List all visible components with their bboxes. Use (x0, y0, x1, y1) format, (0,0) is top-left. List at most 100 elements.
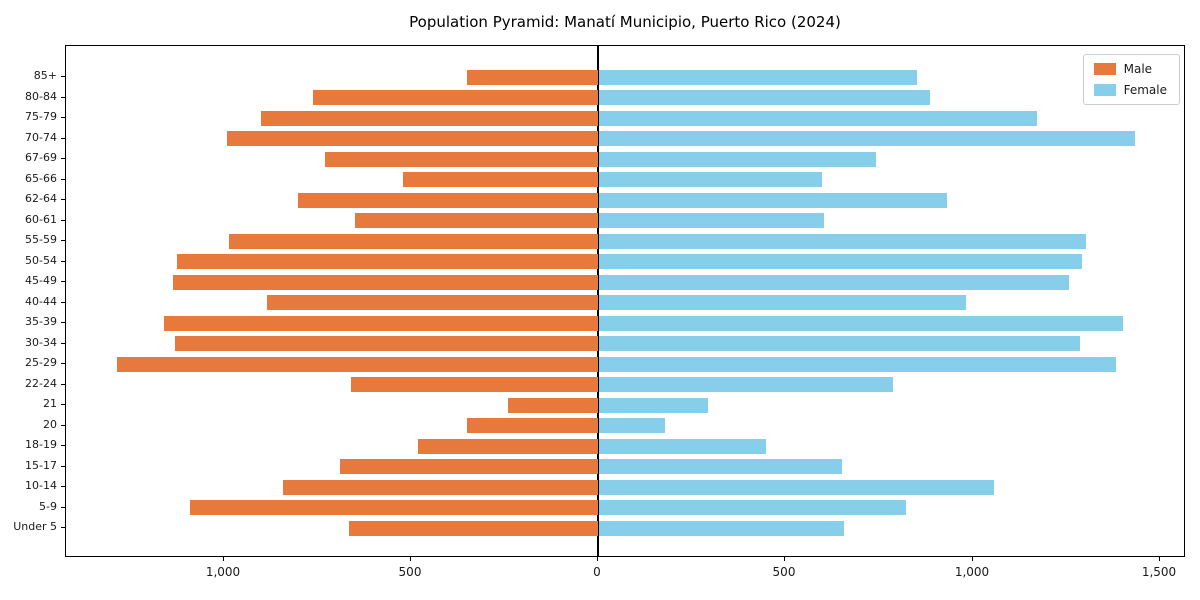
bar-female-70-74 (599, 131, 1135, 146)
bar-male-15-17 (340, 459, 598, 474)
bar-male-18-19 (418, 438, 598, 454)
bar-female-Under 5 (599, 520, 844, 536)
x-tick-mark (784, 557, 785, 561)
y-tick-mark (61, 137, 65, 139)
y-tick-label: 22-24 (25, 376, 57, 390)
bar-male-50-54 (177, 254, 598, 269)
y-tick-mark (61, 445, 65, 446)
y-tick-mark (61, 301, 65, 303)
y-tick-label: 20 (43, 417, 57, 431)
y-tick-mark (61, 322, 65, 323)
chart-title: Population Pyramid: Manatí Municipio, Pu… (409, 13, 841, 31)
legend-label-male: Male (1123, 62, 1153, 76)
y-tick-label: 45-49 (25, 274, 57, 287)
y-tick-mark (61, 96, 65, 98)
y-tick-mark (61, 117, 65, 118)
y-tick-mark (61, 383, 65, 385)
male-swatch-icon (1093, 63, 1116, 75)
legend: Male Female (1082, 54, 1180, 105)
legend-item-male: Male (1093, 62, 1167, 76)
bar-female-67-69 (599, 151, 876, 167)
y-tick-label: 65-66 (25, 171, 57, 185)
x-tick-label: 1,000 (954, 565, 990, 579)
bar-female-35-39 (599, 315, 1123, 331)
y-tick-label: 85+ (33, 69, 57, 82)
bar-female-85+ (599, 69, 917, 85)
bar-female-15-17 (599, 459, 842, 474)
bar-male-10-14 (283, 479, 598, 495)
y-tick-label: 62-64 (25, 192, 57, 205)
y-tick-mark (61, 527, 65, 528)
bar-male-45-49 (173, 274, 598, 290)
y-tick-label: 25-29 (25, 356, 57, 369)
y-tick-mark (61, 424, 65, 426)
y-tick-label: 40-44 (25, 294, 57, 308)
female-swatch-icon (1093, 84, 1116, 96)
y-tick-label: 75-79 (25, 110, 57, 123)
y-tick-label: 5-9 (39, 499, 57, 513)
y-tick-label: 21 (43, 397, 57, 410)
x-tick-label: 1,000 (205, 565, 241, 579)
bar-female-21 (599, 397, 708, 413)
bar-male-62-64 (298, 192, 598, 208)
y-tick-mark (61, 219, 65, 221)
bar-female-50-54 (599, 254, 1082, 269)
y-tick-mark (61, 260, 65, 262)
bar-male-70-74 (227, 131, 598, 146)
y-tick-mark (61, 76, 65, 77)
x-tick-mark (972, 557, 973, 561)
y-tick-label: 30-34 (25, 335, 57, 349)
y-tick-label: 35-39 (25, 315, 57, 328)
bar-male-30-34 (175, 336, 598, 351)
x-tick-mark (1159, 557, 1160, 561)
bar-female-65-66 (599, 172, 822, 187)
y-tick-label: 15-17 (25, 458, 57, 472)
y-tick-mark (61, 404, 65, 405)
y-tick-mark (61, 240, 65, 241)
bar-male-Under 5 (349, 520, 598, 536)
bar-male-35-39 (164, 315, 598, 331)
bar-male-85+ (467, 69, 598, 85)
x-tick-mark (223, 557, 224, 561)
bar-female-5-9 (599, 500, 906, 515)
bar-male-40-44 (267, 295, 598, 310)
bar-male-21 (508, 397, 598, 413)
x-tick-label: 500 (398, 565, 422, 579)
y-tick-mark (61, 342, 65, 344)
y-tick-label: 67-69 (25, 151, 57, 164)
bar-female-20 (599, 418, 665, 433)
legend-item-female: Female (1093, 83, 1167, 97)
bar-male-20 (467, 418, 598, 433)
bar-male-75-79 (261, 110, 598, 126)
y-tick-label: 10-14 (25, 479, 57, 492)
bar-female-25-29 (599, 356, 1116, 372)
y-tick-mark (61, 199, 65, 200)
bar-male-60-61 (355, 213, 598, 228)
y-tick-mark (61, 178, 65, 180)
y-tick-label: 18-19 (25, 438, 57, 451)
x-tick-mark (410, 557, 411, 561)
y-tick-mark (61, 465, 65, 467)
y-tick-label: 50-54 (25, 253, 57, 267)
bar-female-62-64 (599, 192, 947, 208)
y-tick-label: 80-84 (25, 89, 57, 103)
bar-male-5-9 (190, 500, 598, 515)
bar-female-40-44 (599, 295, 966, 310)
y-tick-label: Under 5 (13, 520, 57, 533)
bar-female-30-34 (599, 336, 1080, 351)
y-tick-label: 70-74 (25, 130, 57, 144)
y-tick-mark (61, 281, 65, 282)
bar-female-22-24 (599, 377, 893, 392)
bar-female-18-19 (599, 438, 766, 454)
bar-female-60-61 (599, 213, 824, 228)
x-tick-mark (597, 557, 598, 561)
y-tick-label: 55-59 (25, 233, 57, 246)
y-tick-mark (61, 506, 65, 508)
x-tick-label: 1,500 (1141, 565, 1177, 579)
bar-male-25-29 (117, 356, 598, 372)
plot-area (65, 45, 1185, 557)
bar-female-75-79 (599, 110, 1037, 126)
bar-male-67-69 (325, 151, 598, 167)
bar-male-65-66 (403, 172, 598, 187)
